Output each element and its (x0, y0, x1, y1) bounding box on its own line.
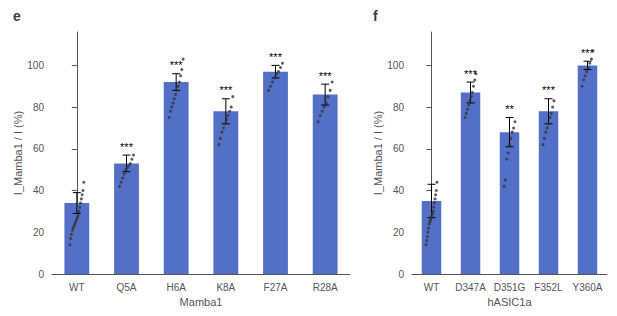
svg-text:I_Mamba1 / I (%): I_Mamba1 / I (%) (372, 111, 384, 195)
svg-text:***: *** (219, 84, 233, 96)
svg-text:20: 20 (393, 227, 405, 238)
svg-text:60: 60 (393, 143, 405, 154)
svg-text:***: *** (120, 141, 134, 153)
svg-text:D347A: D347A (455, 282, 486, 293)
svg-text:***: *** (269, 51, 283, 63)
svg-text:D351G: D351G (494, 282, 526, 293)
svg-text:I_Mamba1 / I (%): I_Mamba1 / I (%) (12, 111, 24, 195)
svg-text:40: 40 (33, 185, 45, 196)
svg-text:100: 100 (27, 60, 44, 71)
svg-text:f: f (373, 8, 378, 24)
svg-text:Y360A: Y360A (572, 282, 602, 293)
svg-text:R28A: R28A (313, 282, 338, 293)
svg-text:***: *** (542, 84, 556, 96)
svg-text:**: ** (505, 103, 514, 115)
svg-text:WT: WT (424, 282, 440, 293)
svg-text:100: 100 (387, 60, 404, 71)
svg-text:80: 80 (393, 102, 405, 113)
svg-text:20: 20 (33, 227, 45, 238)
svg-text:e: e (13, 8, 21, 24)
svg-text:Mamba1: Mamba1 (180, 296, 223, 308)
svg-text:***: *** (170, 59, 184, 71)
svg-text:0: 0 (398, 269, 404, 280)
svg-text:WT: WT (69, 282, 85, 293)
svg-text:F27A: F27A (264, 282, 288, 293)
svg-text:Q5A: Q5A (116, 282, 136, 293)
svg-text:***: *** (581, 47, 595, 59)
svg-text:***: *** (464, 68, 478, 80)
svg-text:hASIC1a: hASIC1a (487, 296, 532, 308)
svg-text:H6A: H6A (166, 282, 186, 293)
svg-text:F352L: F352L (534, 282, 563, 293)
svg-text:K8A: K8A (216, 282, 235, 293)
svg-text:0: 0 (38, 269, 44, 280)
svg-text:***: *** (319, 70, 333, 82)
svg-text:40: 40 (393, 185, 405, 196)
svg-text:60: 60 (33, 143, 45, 154)
svg-text:80: 80 (33, 102, 45, 113)
